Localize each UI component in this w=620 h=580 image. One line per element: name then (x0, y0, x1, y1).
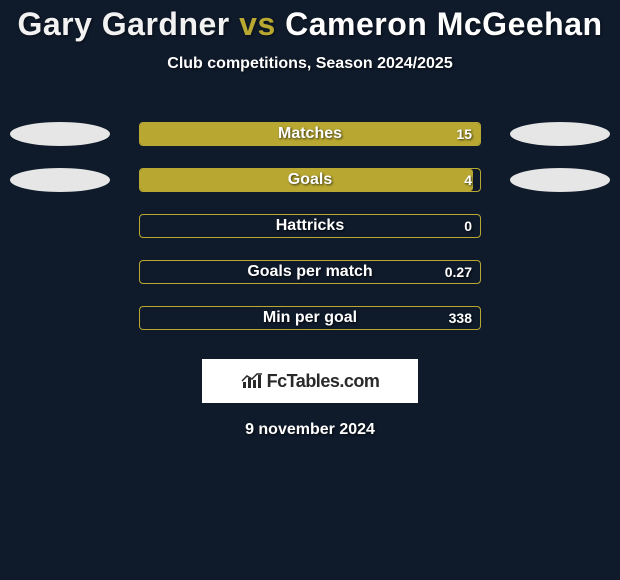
chart-icon (241, 372, 263, 390)
stat-bar-track: Hattricks 0 (139, 214, 481, 238)
title-player-b: Cameron McGeehan (285, 6, 602, 42)
title-vs: vs (230, 6, 285, 42)
stat-value: 0 (464, 218, 472, 234)
page: Gary Gardner vs Cameron McGeehan Club co… (0, 0, 620, 580)
player-b-marker (510, 122, 610, 146)
player-a-marker (10, 168, 110, 192)
stat-row: Matches 15 (0, 111, 620, 157)
stat-row: Min per goal 338 (0, 295, 620, 341)
stat-bar-track: Goals 4 (139, 168, 481, 192)
stat-label: Min per goal (140, 309, 480, 327)
page-title: Gary Gardner vs Cameron McGeehan (0, 0, 620, 43)
stat-label: Goals per match (140, 263, 480, 281)
title-player-a: Gary Gardner (17, 6, 229, 42)
stat-bar-fill (140, 169, 473, 191)
player-b-marker (510, 168, 610, 192)
date-text: 9 november 2024 (0, 421, 620, 439)
subtitle: Club competitions, Season 2024/2025 (0, 55, 620, 73)
stat-row: Hattricks 0 (0, 203, 620, 249)
stat-value: 0.27 (445, 264, 472, 280)
stat-bar-fill (140, 123, 480, 145)
stat-value: 338 (449, 310, 472, 326)
stat-label: Hattricks (140, 217, 480, 235)
stats-chart: Matches 15 Goals 4 Hattricks 0 (0, 111, 620, 341)
source-logo-box: FcTables.com (202, 359, 418, 403)
player-a-marker (10, 122, 110, 146)
stat-bar-track: Matches 15 (139, 122, 481, 146)
source-logo-text: FcTables.com (267, 371, 380, 392)
stat-bar-track: Min per goal 338 (139, 306, 481, 330)
stat-bar-track: Goals per match 0.27 (139, 260, 481, 284)
source-logo: FcTables.com (241, 371, 380, 392)
stat-row: Goals per match 0.27 (0, 249, 620, 295)
stat-row: Goals 4 (0, 157, 620, 203)
